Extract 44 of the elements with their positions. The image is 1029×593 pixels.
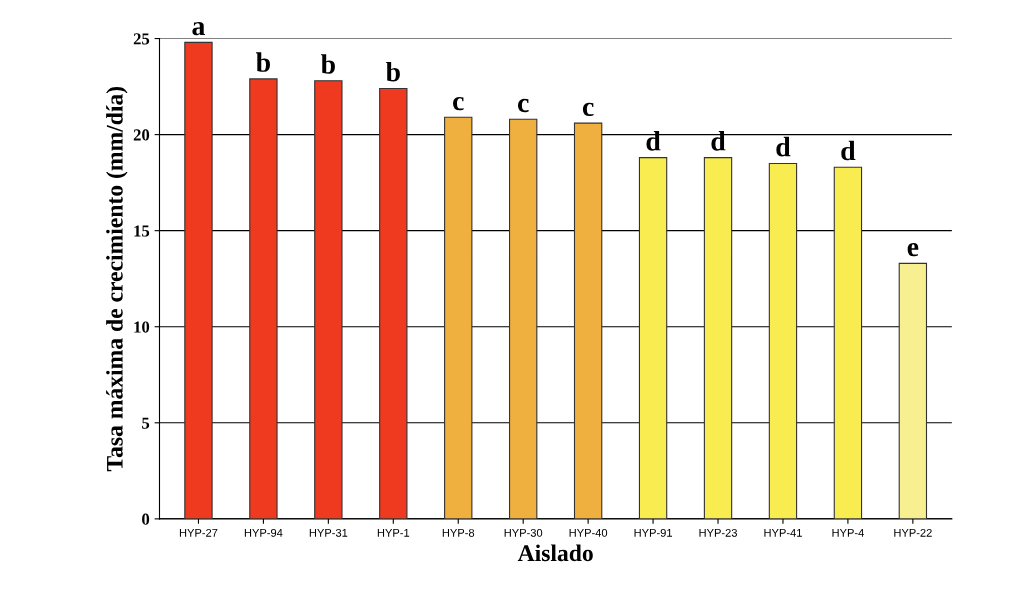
- x-tick-label: HYP-94: [244, 528, 283, 537]
- y-tick-label: 10: [134, 321, 150, 333]
- data-label: b: [256, 52, 271, 72]
- x-tick-label: HYP-31: [309, 528, 348, 537]
- bar: [379, 87, 408, 519]
- y-tick-label: 15: [134, 225, 150, 237]
- bar: [508, 118, 538, 519]
- bar: [573, 122, 603, 519]
- data-label: d: [711, 131, 726, 151]
- bar: [249, 78, 278, 519]
- x-tick-label: HYP-8: [442, 528, 475, 537]
- data-label: a: [192, 22, 205, 36]
- bar: [314, 80, 343, 519]
- y-tick-label: 20: [133, 129, 150, 141]
- x-tick-label: HYP-27: [179, 528, 218, 537]
- bar: [184, 41, 213, 519]
- x-tick-label: HYP-4: [832, 529, 864, 537]
- x-tick-label: HYP-40: [569, 528, 608, 537]
- y-tick-label: 5: [142, 417, 150, 429]
- bar: [444, 116, 473, 519]
- x-tick-label: HYP-91: [634, 528, 672, 537]
- bar: [638, 157, 668, 519]
- x-tick-label: HYP-23: [699, 528, 737, 537]
- data-label: b: [320, 54, 335, 74]
- data-label: c: [582, 102, 594, 117]
- x-tick-label: HYP-22: [894, 528, 932, 537]
- y-axis-title: Tasa máxima de crecimiento (mm/día): [106, 86, 128, 472]
- y-tick-label: 25: [133, 33, 150, 45]
- data-label: c: [517, 98, 529, 113]
- data-label: d: [841, 140, 856, 161]
- data-label: c: [453, 96, 464, 111]
- bar: [768, 162, 798, 519]
- data-label: e: [907, 242, 919, 257]
- x-axis-title: Aislado: [517, 544, 593, 562]
- bar: [833, 166, 863, 519]
- x-tick-label: HYP-1: [377, 529, 410, 537]
- bar: [703, 157, 733, 519]
- data-label: d: [646, 131, 661, 151]
- data-label: d: [776, 136, 791, 157]
- bar: [898, 262, 928, 519]
- data-label: b: [385, 61, 400, 82]
- x-tick-label: HYP-30: [504, 528, 543, 537]
- y-tick-label: 0: [142, 513, 150, 525]
- x-tick-label: HYP-41: [764, 529, 802, 537]
